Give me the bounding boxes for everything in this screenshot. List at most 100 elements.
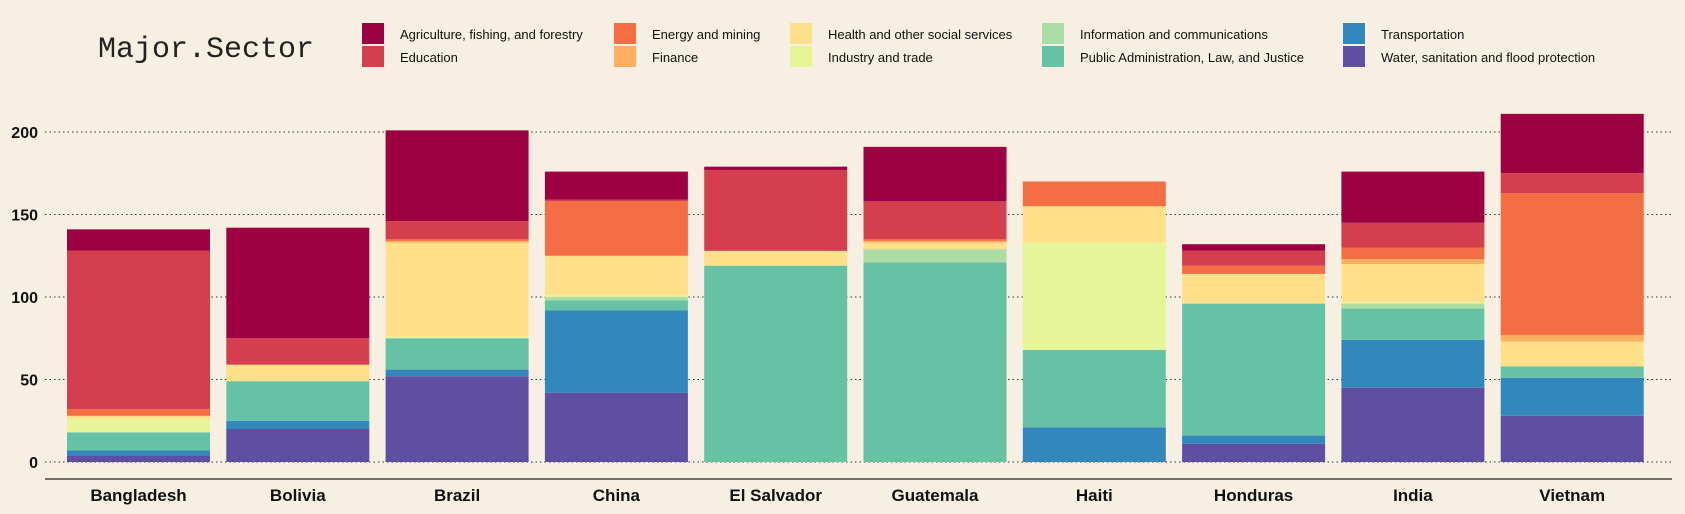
legend-label: Health and other social services [828,27,1013,42]
bar-segment [1182,265,1326,274]
legend-label: Public Administration, Law, and Justice [1080,50,1304,65]
legend-label: Education [400,50,458,65]
bar-segment [544,310,688,393]
bar-segment [863,249,1007,263]
bar-segment [67,455,210,462]
bar-segment [67,229,210,251]
bars [67,113,1644,462]
bar-segment [863,240,1007,243]
y-tick-label: 0 [29,455,38,472]
legend-label: Finance [652,50,698,65]
bar-segment [544,171,688,200]
bar-segment [1341,247,1485,260]
legend-title: Major.Sector [98,33,314,67]
bar-segment [1182,303,1326,436]
bar-segment [385,369,529,377]
bar-segment [67,419,210,433]
bar-segment [1182,250,1326,266]
x-tick-label: Vietnam [1539,486,1605,505]
legend: Major.Sector Agriculture, fishing, and f… [98,23,1595,67]
bar-segment [1500,377,1644,416]
x-tick-label: El Salvador [729,486,822,505]
legend-swatch [614,46,636,67]
bar-segment [1341,308,1485,340]
x-tick-label: Haiti [1076,486,1113,505]
bar-segment [704,250,848,266]
bar-segment [67,415,210,420]
bar-segment [704,166,848,170]
x-tick-label: China [593,486,641,505]
bar-segment [226,338,370,365]
bar-segment [385,338,529,370]
bar-segment [1341,339,1485,388]
bar-segment [385,130,529,222]
bar-segment [385,376,529,462]
legend-label: Agriculture, fishing, and forestry [400,27,583,42]
bar-segment [385,221,529,240]
bar-segment [1182,273,1326,304]
bar-segment [863,239,1007,241]
y-tick-label: 200 [11,125,38,142]
bar-segment [544,297,688,301]
bar-segment [1182,435,1326,444]
axes: 0 50 100 150 200 Bangladesh Bolivia Brazil China… [11,125,1672,505]
bar-segment [704,169,848,251]
bar-segment [385,336,529,339]
legend-swatch [790,23,812,44]
bar-segment [544,300,688,311]
bar-segment [1341,222,1485,248]
bar-segment [863,146,1007,202]
bar-segment [1500,415,1644,462]
bar-segment [863,242,1007,250]
bar-segment [226,420,370,429]
bar-segment [1022,349,1166,428]
bar-segment [1500,366,1644,378]
bar-segment [1022,181,1166,207]
bar-segment [863,201,1007,240]
legend-label: Transportation [1381,27,1464,42]
bar-segment [1500,341,1644,367]
bar-segment [226,227,370,339]
x-tick-label: India [1393,486,1433,505]
x-tick-label: Brazil [434,486,480,505]
legend-label: Information and communications [1080,27,1268,42]
bar-segment [1182,443,1326,462]
bar-segment [67,250,210,410]
x-tick-label: Guatemala [892,486,979,505]
bar-segment [544,199,688,202]
bar-segment [67,450,210,456]
bar-segment [226,429,370,462]
bar-segment [226,364,370,382]
legend-label: Water, sanitation and flood protection [1381,50,1595,65]
bar-segment [226,381,370,421]
legend-swatch [614,23,636,44]
legend-swatch [1042,46,1064,67]
legend-swatch [362,23,384,44]
legend-swatch [362,46,384,67]
bar-segment [385,242,529,337]
bar-segment [385,240,529,243]
legend-label: Energy and mining [652,27,760,42]
bar-segment [544,392,688,462]
bar-segment [544,255,688,296]
bar-segment [1500,113,1644,174]
bar-segment [1341,259,1485,264]
bar-segment [67,409,210,416]
legend-swatch [1042,23,1064,44]
legend-swatch [790,46,812,67]
y-tick-label: 150 [11,208,38,225]
legend-swatch [1343,23,1365,44]
bar-segment [1341,387,1485,462]
bar-segment [1341,303,1485,309]
x-tick-label: Bolivia [270,486,326,505]
legend-label: Industry and trade [828,50,933,65]
y-tick-label: 50 [20,373,38,390]
bar-segment [1022,242,1166,350]
bar-segment [1500,334,1644,342]
bar-segment [67,432,210,451]
bar-segment [863,262,1007,462]
bar-segment [1500,193,1644,335]
bar-segment [1500,173,1644,194]
bar-segment [1341,301,1485,304]
